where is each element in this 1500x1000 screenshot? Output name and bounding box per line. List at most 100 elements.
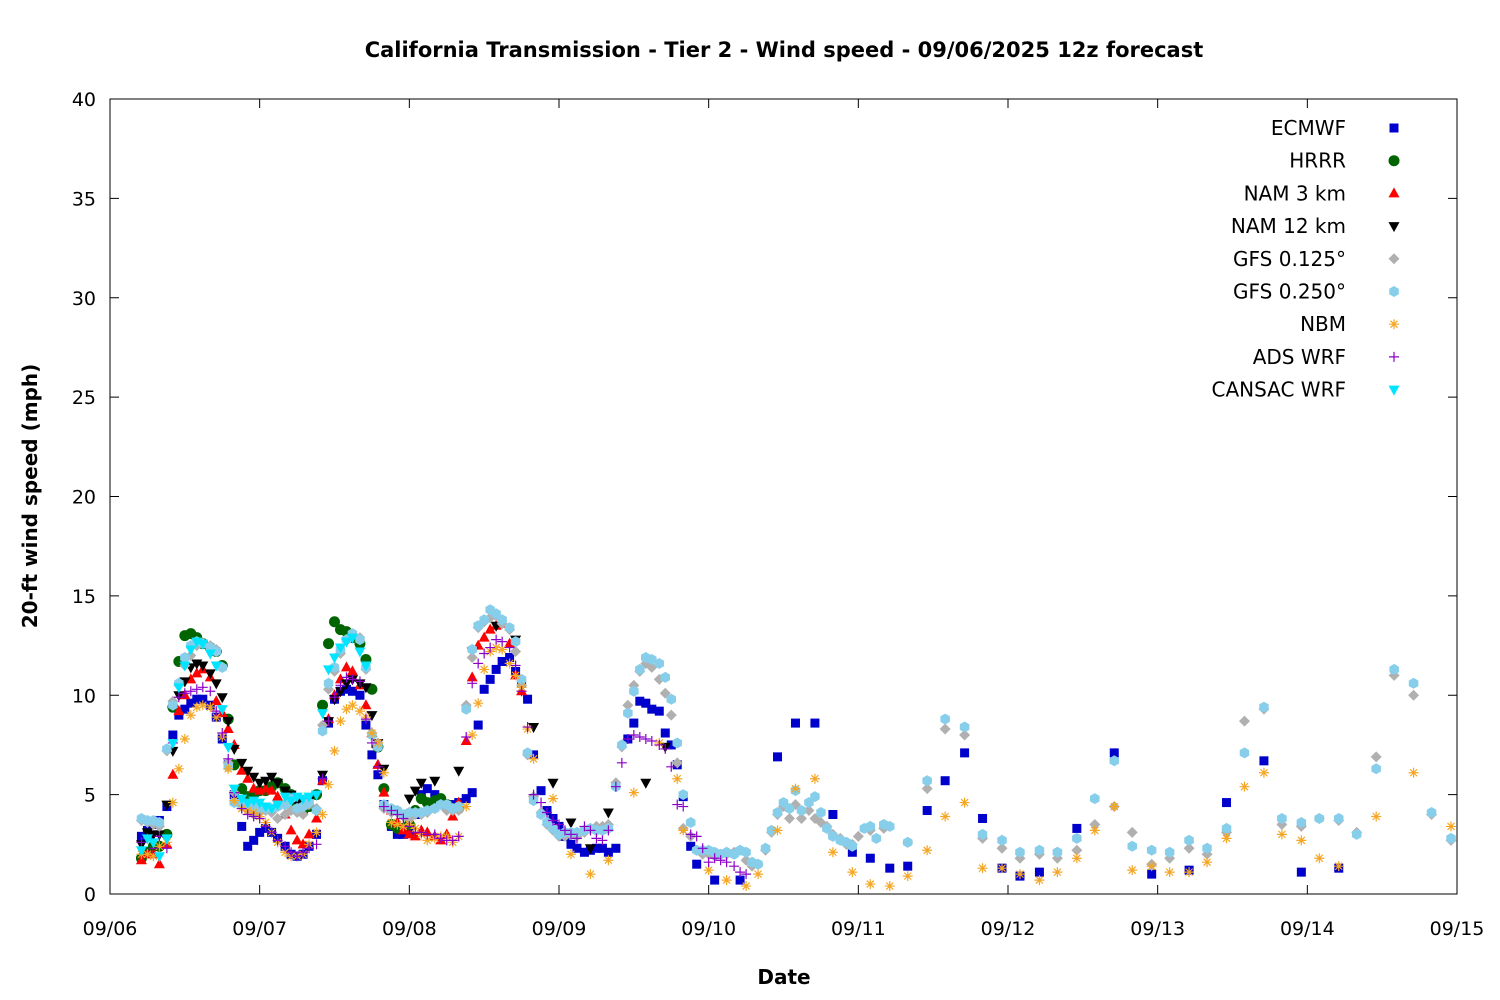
y-tick-label: 15 [72, 586, 96, 608]
data-point [497, 614, 507, 626]
data-point [248, 772, 260, 783]
data-point [286, 847, 297, 858]
data-point [566, 839, 576, 849]
data-point [672, 799, 683, 810]
data-point [479, 664, 490, 675]
data-point [1072, 832, 1082, 844]
data-point [1034, 867, 1044, 877]
data-point [565, 818, 577, 829]
data-point [660, 728, 670, 738]
data-point [467, 788, 477, 798]
data-point [473, 720, 483, 730]
data-point [211, 646, 221, 657]
data-point [329, 653, 340, 664]
data-point [242, 798, 254, 809]
data-point [347, 700, 358, 711]
data-point [254, 778, 266, 789]
data-point [647, 654, 657, 665]
data-point [205, 686, 216, 697]
data-point [1296, 835, 1307, 846]
data-point [622, 733, 633, 744]
data-point [741, 869, 752, 880]
data-point [922, 806, 932, 816]
data-point [242, 809, 253, 820]
data-point [168, 699, 178, 711]
legend-label: ADS WRF [1253, 345, 1346, 369]
data-point [222, 742, 234, 753]
data-point [1015, 846, 1025, 858]
data-point [528, 753, 539, 764]
data-point [210, 695, 222, 706]
data-point [1109, 755, 1119, 767]
data-point [354, 647, 366, 658]
data-point [610, 781, 621, 792]
data-point [340, 637, 352, 648]
data-point [392, 819, 403, 830]
data-point [959, 729, 971, 741]
data-point [603, 825, 614, 836]
data-point [1146, 844, 1157, 856]
data-point [491, 664, 501, 674]
data-point [347, 674, 358, 685]
data-point [403, 828, 415, 839]
data-point [622, 699, 634, 711]
data-point [623, 707, 633, 719]
data-point [167, 768, 179, 779]
data-point [1221, 833, 1232, 844]
data-point [323, 716, 334, 727]
data-point [311, 790, 323, 801]
data-point [154, 817, 165, 828]
data-point [453, 766, 465, 777]
data-point [960, 748, 970, 758]
data-point [822, 822, 832, 834]
data-point [565, 849, 576, 860]
data-point [304, 843, 315, 854]
data-point [242, 766, 254, 777]
data-point [697, 843, 708, 854]
data-point [885, 863, 895, 873]
data-point [709, 853, 720, 864]
data-point [542, 807, 553, 818]
data-point [392, 809, 403, 820]
data-point [902, 871, 913, 882]
x-tick-label: 09/09 [532, 918, 587, 940]
data-point [153, 858, 165, 869]
data-point [473, 658, 484, 669]
data-point [478, 631, 490, 642]
data-point [409, 786, 421, 797]
data-point [1034, 844, 1045, 856]
data-point [186, 698, 196, 708]
data-point [816, 807, 826, 818]
data-point [429, 829, 440, 840]
data-point [678, 825, 689, 836]
data-point [360, 714, 371, 725]
data-point [691, 831, 702, 842]
axis-ticks: 09/06 09/07 09/08 09/09 09/10 09/11 09/12 09/13… [72, 89, 1485, 940]
data-point [884, 881, 895, 892]
data-point [504, 658, 515, 669]
data-point [497, 656, 507, 666]
data-point [298, 847, 309, 858]
data-point [660, 743, 671, 754]
x-tick-label: 09/14 [1280, 918, 1335, 940]
data-point [672, 773, 683, 784]
data-point [355, 634, 365, 646]
data-point [317, 709, 329, 720]
data-point [216, 693, 228, 704]
data-point [292, 851, 303, 862]
data-point [467, 644, 477, 655]
data-point [579, 821, 590, 832]
data-point [254, 798, 266, 809]
x-tick-label: 09/15 [1430, 918, 1485, 940]
data-point [1446, 821, 1457, 832]
data-point [504, 642, 515, 653]
data-point [416, 827, 427, 838]
data-point [735, 867, 746, 878]
data-point [260, 782, 272, 793]
data-point [373, 770, 383, 780]
data-point [484, 623, 496, 634]
chart-title: California Transmission - Tier 2 - Wind … [365, 38, 1204, 62]
data-point [236, 794, 248, 805]
legend-marker [1389, 286, 1399, 297]
data-point [1071, 853, 1082, 864]
